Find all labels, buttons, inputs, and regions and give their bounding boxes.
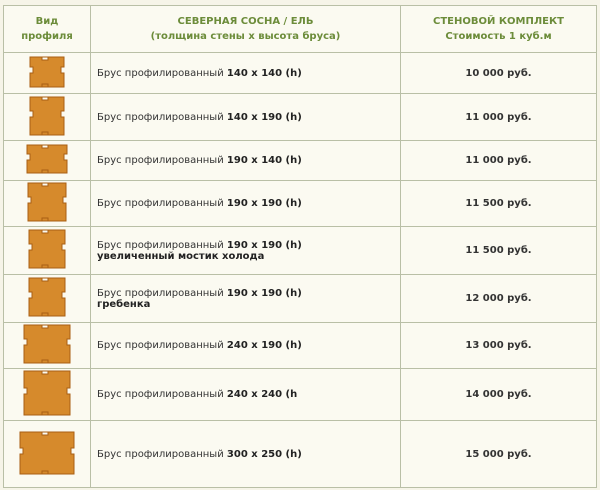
- price-cell: 10 000 руб.: [400, 52, 597, 94]
- table-row: Брус профилированный 190 х 190 (h) 11 500…: [3, 180, 597, 227]
- table-row: Брус профилированный 190 х 190 (h) увелич…: [3, 226, 597, 275]
- profile-image: [26, 144, 68, 174]
- product-name: Брус профилированный: [97, 111, 224, 123]
- price-cell: 12 000 руб.: [400, 274, 597, 323]
- profile-cell: [3, 420, 91, 488]
- product-name: Брус профилированный: [97, 448, 224, 460]
- price-cell: 11 000 руб.: [400, 93, 597, 141]
- table-row: Брус профилированный 190 х 190 (h) гребен…: [3, 274, 597, 323]
- description-cell: Брус профилированный 190 х 190 (h) гребен…: [90, 274, 401, 323]
- description-cell: Брус профилированный 240 х 240 (h: [90, 368, 401, 421]
- header-cell: СЕВЕРНАЯ СОСНА / ЕЛЬ (толщина стены х выс…: [90, 5, 401, 53]
- profile-cell: [3, 368, 91, 421]
- price-cell: 14 000 руб.: [400, 368, 597, 421]
- product-size: 190 х 190 (h): [226, 198, 302, 209]
- description-cell: Брус профилированный 140 х 140 (h): [90, 52, 401, 94]
- price-cell: 11 500 руб.: [400, 226, 597, 275]
- profile-cell: [3, 226, 91, 275]
- price-table: Вид профиля СЕВЕРНАЯ СОСНА / ЕЛЬ (толщина с…: [3, 5, 597, 488]
- product-size: 140 х 190 (h): [226, 111, 302, 123]
- price-cell: 15 000 руб.: [400, 420, 597, 488]
- price-cell: 13 000 руб.: [400, 322, 597, 369]
- profile-cell: [3, 274, 91, 323]
- price-cell: 11 000 руб.: [400, 140, 597, 181]
- product-size: 240 х 190 (h): [226, 340, 302, 351]
- table-row: Брус профилированный 300 х 250 (h) 15 000…: [3, 420, 597, 488]
- product-note: увеличенный мостик холода: [97, 250, 265, 262]
- product-name: Брус профилированный: [97, 198, 224, 209]
- header-cell: СТЕНОВОЙ КОМПЛЕКТ Стоимость 1 куб.м: [400, 5, 597, 53]
- profile-cell: [3, 93, 91, 141]
- profile-image: [29, 96, 65, 135]
- header-text: профиля: [21, 31, 73, 42]
- description-cell: Брус профилированный 190 х 190 (h): [90, 180, 401, 227]
- header-text: (толщина стены х высота бруса): [150, 31, 341, 42]
- product-size: 190 х 190 (h): [226, 239, 302, 251]
- header-text: Вид: [35, 16, 59, 27]
- profile-cell: [3, 180, 91, 227]
- header-text: СЕВЕРНАЯ СОСНА / ЕЛЬ: [177, 16, 314, 27]
- product-name: Брус профилированный: [97, 155, 224, 166]
- product-size: 240 х 240 (h: [226, 389, 298, 400]
- profile-image: [27, 182, 67, 222]
- product-name: Брус профилированный: [97, 67, 224, 79]
- description-cell: Брус профилированный 190 х 190 (h) увелич…: [90, 226, 401, 275]
- table-row: Брус профилированный 240 х 240 (h 14 000 …: [3, 368, 597, 421]
- profile-image: [23, 370, 71, 416]
- profile-image: [29, 56, 65, 87]
- profile-image: [28, 277, 66, 317]
- product-note: гребенка: [97, 298, 151, 310]
- header-cell: Вид профиля: [3, 5, 91, 53]
- table-row: Брус профилированный 140 х 190 (h) 11 000…: [3, 93, 597, 141]
- table-row: Брус профилированный 190 х 140 (h) 11 000…: [3, 140, 597, 181]
- table-row: Брус профилированный 140 х 140 (h) 10 000…: [3, 52, 597, 94]
- profile-image: [23, 324, 71, 364]
- header-text: СТЕНОВОЙ КОМПЛЕКТ: [433, 16, 564, 27]
- price-cell: 11 500 руб.: [400, 180, 597, 227]
- product-size: 190 х 190 (h): [226, 287, 302, 299]
- product-name: Брус профилированный: [97, 340, 224, 351]
- description-cell: Брус профилированный 190 х 140 (h): [90, 140, 401, 181]
- header-text: Стоимость 1 куб.м: [445, 31, 552, 42]
- profile-cell: [3, 52, 91, 94]
- product-name: Брус профилированный: [97, 389, 224, 400]
- description-cell: Брус профилированный 140 х 190 (h): [90, 93, 401, 141]
- product-size: 300 х 250 (h): [226, 448, 302, 460]
- product-name: Брус профилированный: [97, 287, 224, 299]
- description-cell: Брус профилированный 300 х 250 (h): [90, 420, 401, 488]
- product-size: 190 х 140 (h): [226, 155, 302, 166]
- profile-image: [19, 431, 75, 474]
- product-name: Брус профилированный: [97, 239, 224, 251]
- description-cell: Брус профилированный 240 х 190 (h): [90, 322, 401, 369]
- product-size: 140 х 140 (h): [226, 67, 302, 79]
- profile-cell: [3, 140, 91, 181]
- table-row: Брус профилированный 240 х 190 (h) 13 000…: [3, 322, 597, 369]
- profile-cell: [3, 322, 91, 369]
- profile-image: [28, 229, 66, 269]
